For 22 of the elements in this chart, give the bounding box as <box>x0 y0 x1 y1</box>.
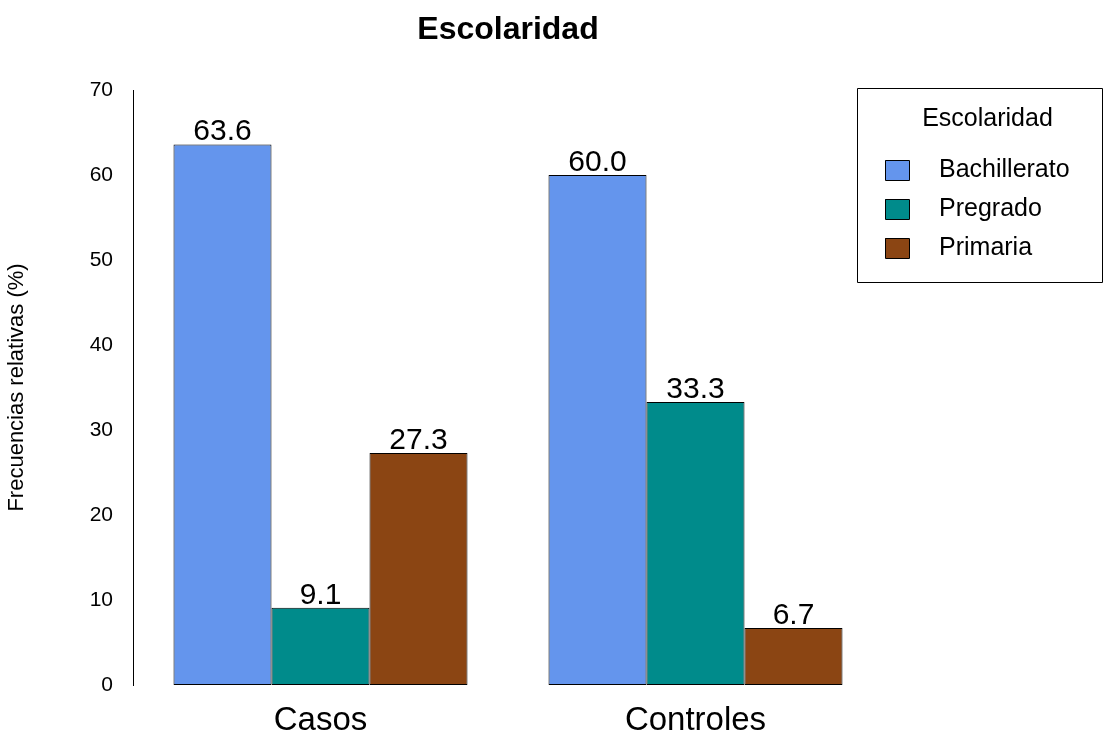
y-tick-label: 40 <box>89 331 113 355</box>
legend-label: Bachillerato <box>939 153 1070 182</box>
data-label: 6.7 <box>772 597 815 631</box>
data-label: 9.1 <box>299 576 342 610</box>
y-tick-label: 30 <box>89 416 113 440</box>
data-label: 60.0 <box>568 144 627 177</box>
legend-title: Escolaridad <box>922 102 1053 131</box>
data-label: 33.3 <box>666 370 725 404</box>
y-tick-label: 0 <box>101 671 113 695</box>
y-tick-label: 70 <box>89 76 113 100</box>
y-tick-label: 10 <box>89 586 113 610</box>
y-axis-title: Frecuencias relativas (%) <box>3 263 29 512</box>
data-label: 63.6 <box>193 113 252 147</box>
x-tick-label: Casos <box>273 699 368 737</box>
chart-title: Escolaridad <box>417 9 599 46</box>
legend-label: Pregrado <box>939 192 1042 221</box>
y-tick-label: 50 <box>89 246 113 270</box>
y-tick-label: 20 <box>89 501 113 525</box>
x-tick-label: Controles <box>624 699 767 737</box>
data-label: 27.3 <box>389 421 448 455</box>
y-tick-label: 60 <box>89 161 113 185</box>
legend-label: Primaria <box>939 231 1033 260</box>
